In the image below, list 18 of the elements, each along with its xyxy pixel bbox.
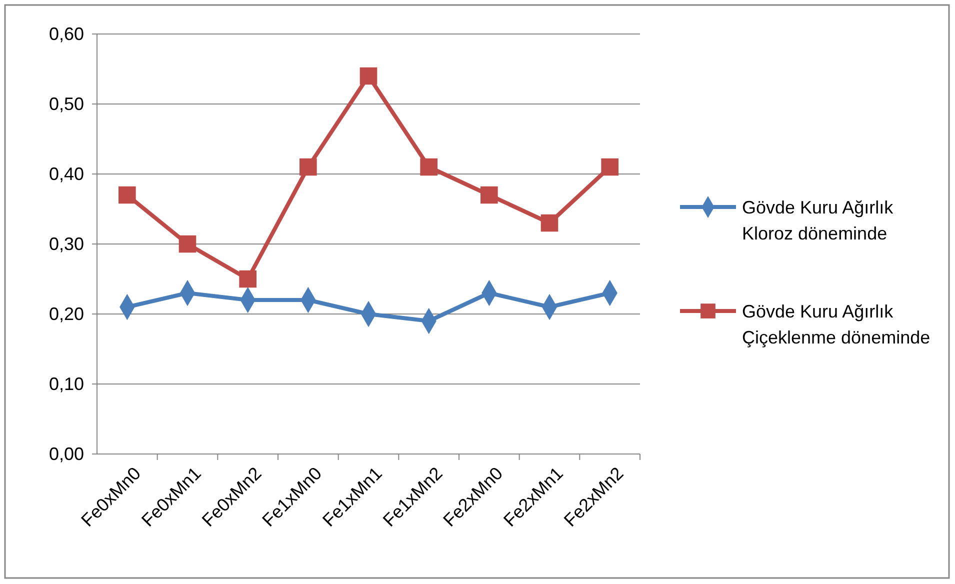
- point: [601, 158, 618, 176]
- legend-label: Gövde Kuru Ağırlık Çiçeklenme döneminde: [742, 301, 930, 348]
- y-tick-label: 0,30: [48, 234, 84, 254]
- y-tick-label: 0,60: [48, 24, 84, 44]
- y-tick-label: 0,10: [48, 374, 84, 394]
- y-tick-label: 0,20: [48, 304, 84, 324]
- point: [420, 158, 438, 176]
- legend-label: Gövde Kuru Ağırlık Kloroz döneminde: [742, 197, 894, 244]
- point: [540, 214, 558, 232]
- point: [118, 186, 136, 204]
- y-tick-label: 0,40: [48, 164, 84, 184]
- y-tick-label: 0,50: [48, 94, 84, 114]
- point: [239, 270, 256, 288]
- point: [300, 158, 317, 176]
- point: [480, 186, 498, 204]
- point: [178, 235, 196, 253]
- point: [360, 67, 378, 85]
- y-tick-label: 0,00: [48, 444, 84, 464]
